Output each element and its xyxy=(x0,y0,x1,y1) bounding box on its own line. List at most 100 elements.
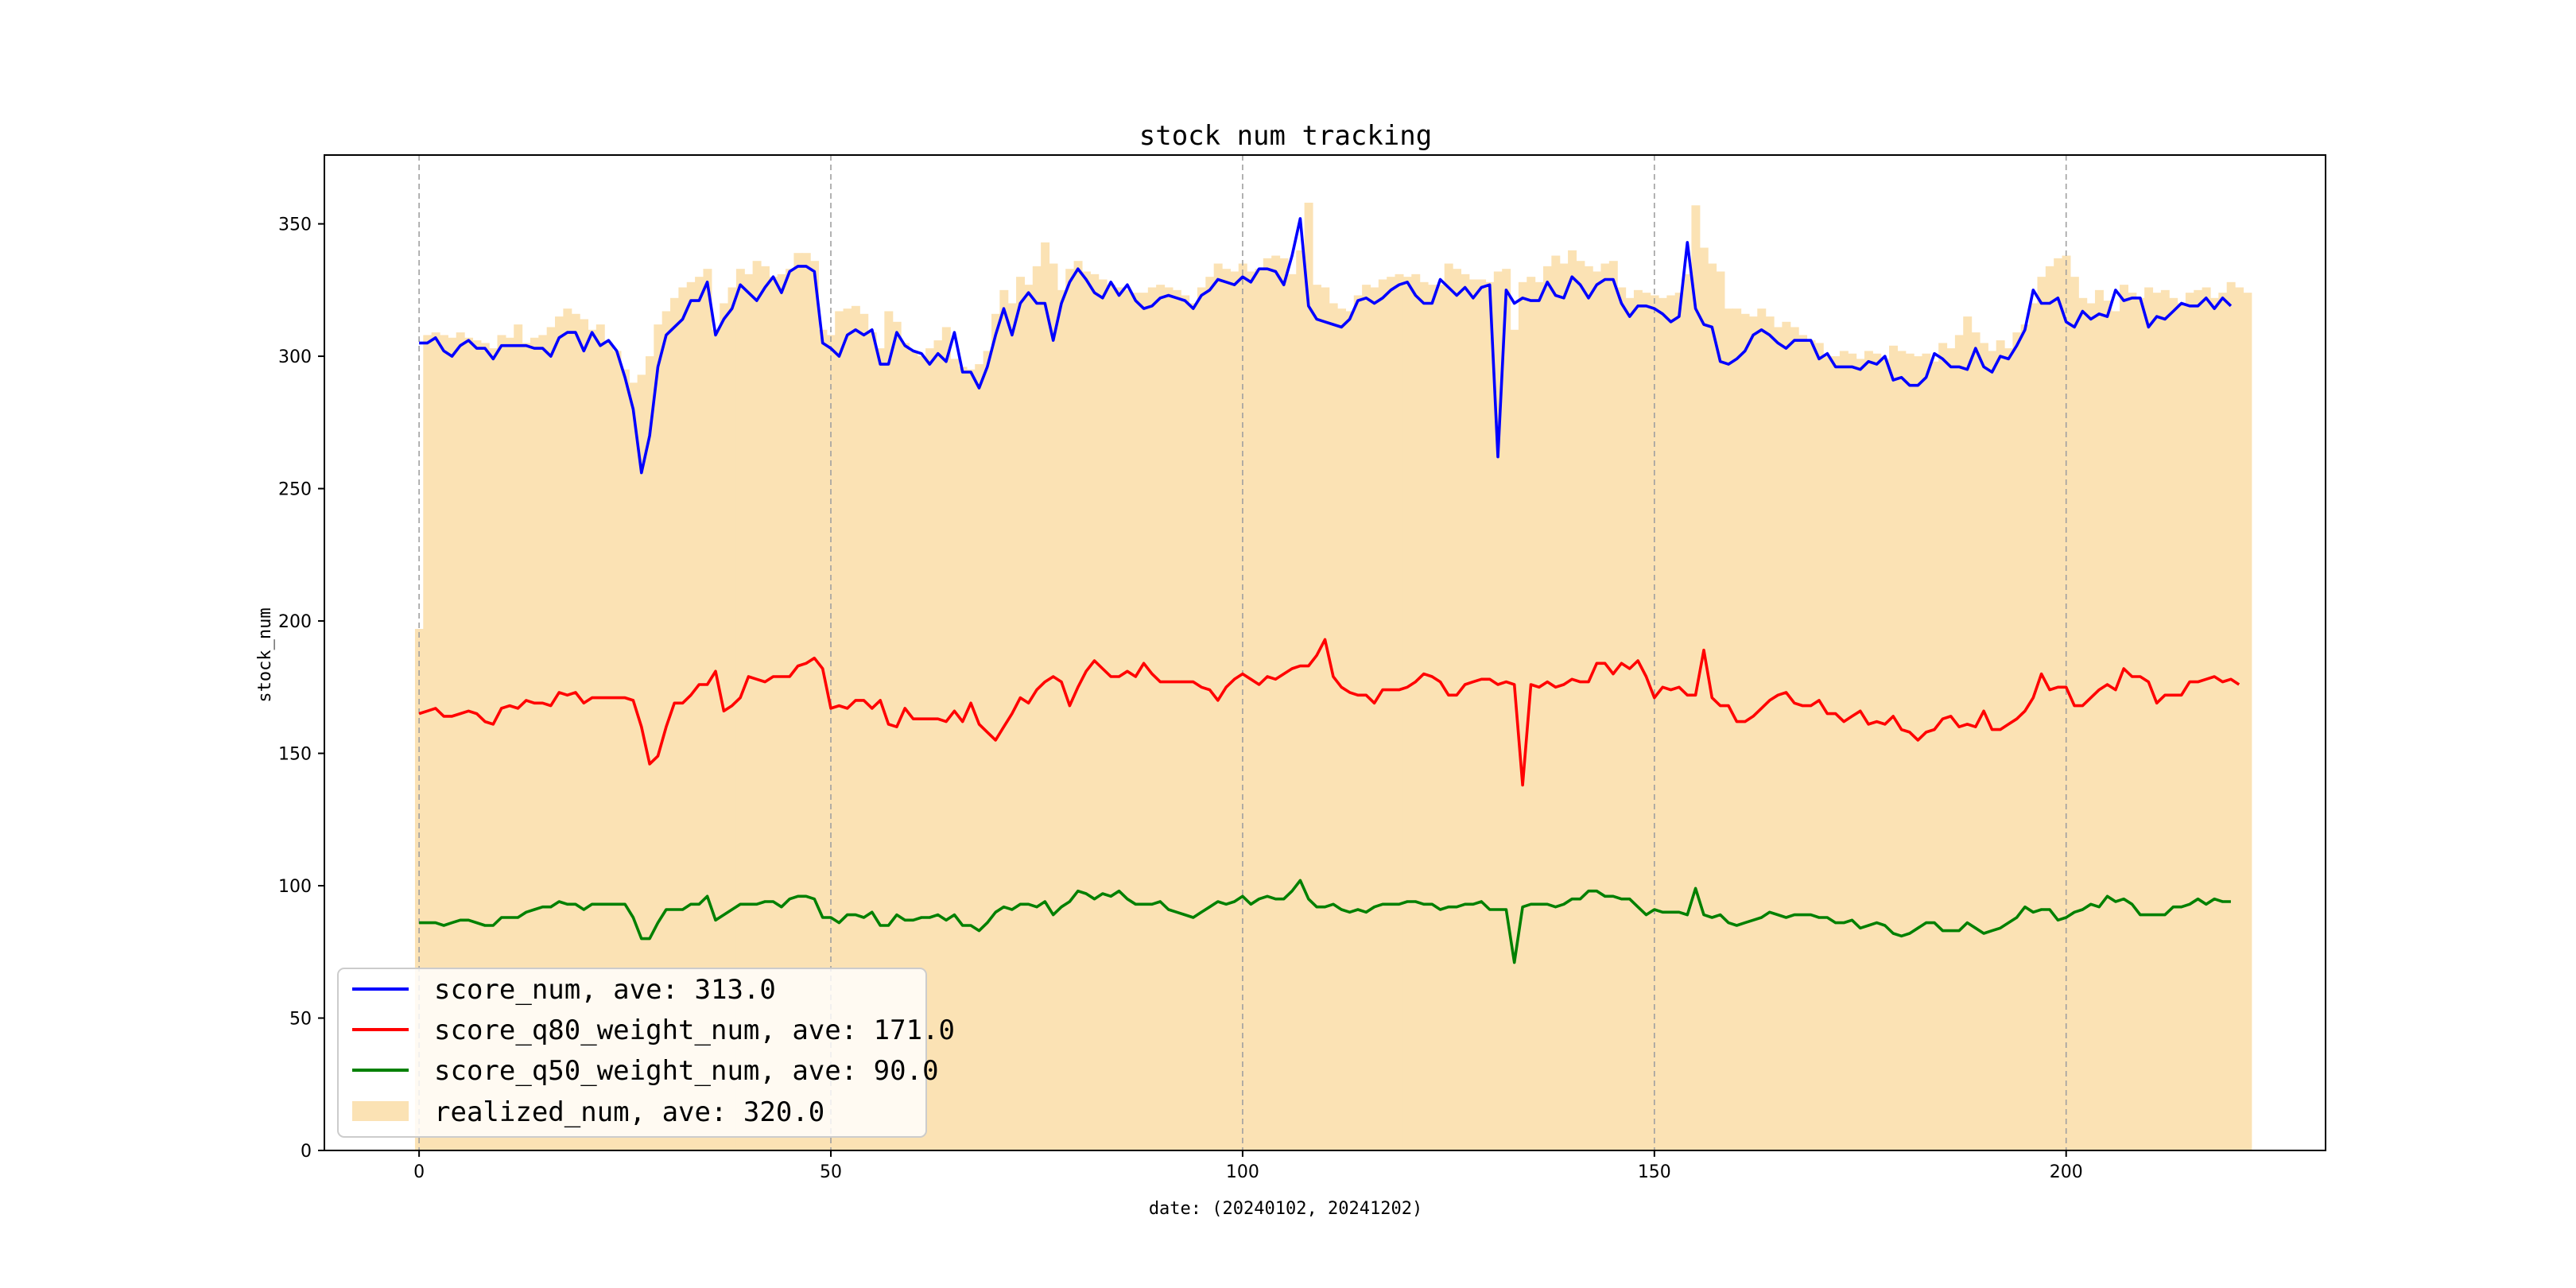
bar-realized-num xyxy=(875,348,885,1150)
bar-realized-num xyxy=(2045,266,2054,1150)
legend-patch-realized-num xyxy=(352,1101,409,1121)
bar-realized-num xyxy=(1732,308,1742,1150)
y-axis-label: stock_num xyxy=(255,607,275,702)
bar-realized-num xyxy=(1098,279,1108,1150)
axes-frame xyxy=(324,154,2326,1151)
bar-realized-num xyxy=(769,277,778,1151)
bar-realized-num xyxy=(1468,279,1478,1150)
bar-realized-num xyxy=(909,351,918,1150)
bar-realized-num xyxy=(1131,293,1141,1150)
bar-realized-num xyxy=(1321,287,1330,1150)
bar-realized-num xyxy=(1831,356,1841,1150)
y-tick-label: 200 xyxy=(278,612,312,632)
bar-realized-num xyxy=(760,266,770,1150)
bar-realized-num xyxy=(1814,343,1824,1150)
bar-realized-num xyxy=(801,253,811,1150)
bar-realized-num xyxy=(1502,269,1511,1150)
bar-realized-num xyxy=(2243,293,2252,1150)
bar-realized-num xyxy=(2136,297,2145,1151)
bar-realized-num xyxy=(999,289,1009,1151)
bar-realized-num xyxy=(2070,277,2079,1151)
bar-realized-num xyxy=(1395,274,1404,1150)
bar-realized-num xyxy=(1164,287,1174,1150)
line-series-1 xyxy=(418,638,2240,787)
bar-realized-num xyxy=(645,356,654,1150)
bar-realized-num xyxy=(1617,287,1627,1150)
bar-realized-num xyxy=(1748,316,1758,1150)
bar-realized-num xyxy=(901,343,910,1150)
bar-realized-num xyxy=(744,274,754,1150)
bar-realized-num xyxy=(1461,274,1470,1150)
bar-realized-num xyxy=(1674,293,1684,1150)
bar-realized-num xyxy=(933,340,943,1151)
bar-realized-num xyxy=(983,351,992,1150)
bar-realized-num xyxy=(1032,266,1042,1150)
bar-realized-num xyxy=(826,335,836,1150)
bar-realized-num xyxy=(1848,353,1857,1151)
bar-realized-num xyxy=(423,335,433,1150)
bar-realized-num xyxy=(2235,287,2244,1150)
bar-realized-num xyxy=(1065,269,1075,1150)
bar-realized-num xyxy=(1255,269,1264,1150)
bar-realized-num xyxy=(975,364,984,1150)
bar-realized-num xyxy=(1839,351,1849,1150)
bar-realized-num xyxy=(440,335,448,1150)
y-tick-label: 150 xyxy=(278,745,312,765)
bar-realized-num xyxy=(1271,255,1281,1150)
bar-realized-num xyxy=(1304,202,1313,1151)
bar-realized-num xyxy=(1897,351,1907,1150)
x-axis-label: date: (20240102, 20241202) xyxy=(1149,1199,1422,1219)
bar-realized-num xyxy=(1880,359,1890,1150)
bar-realized-num xyxy=(1930,361,1939,1151)
bar-realized-num xyxy=(637,374,646,1151)
bar-realized-num xyxy=(892,321,902,1150)
bar-realized-num xyxy=(1172,289,1181,1151)
bar-realized-num xyxy=(1419,281,1429,1150)
bar-realized-num xyxy=(1378,279,1387,1150)
bar-realized-num xyxy=(1542,266,1552,1150)
bar-realized-num xyxy=(2054,258,2063,1150)
bar-realized-num xyxy=(571,313,580,1150)
bar-realized-num xyxy=(1765,316,1775,1150)
bar-realized-num xyxy=(1247,271,1256,1151)
bar-realized-num xyxy=(1427,285,1437,1151)
bar-realized-num xyxy=(1411,274,1421,1150)
bar-realized-num xyxy=(727,287,737,1150)
bar-realized-num xyxy=(1057,289,1066,1151)
bar-realized-num xyxy=(530,337,539,1150)
legend-box xyxy=(337,968,927,1138)
bar-realized-num xyxy=(810,261,820,1150)
bar-realized-num xyxy=(1708,263,1717,1151)
bar-realized-num xyxy=(1387,277,1396,1151)
line-series-2 xyxy=(419,879,2231,964)
y-tick-label: 250 xyxy=(278,480,312,500)
bar-realized-num xyxy=(2209,297,2219,1151)
y-tick-label: 350 xyxy=(278,215,312,235)
bar-realized-num xyxy=(1205,277,1215,1151)
bar-realized-num xyxy=(678,287,688,1150)
bar-realized-num xyxy=(1633,289,1643,1151)
bar-realized-num xyxy=(2029,303,2039,1151)
bar-realized-num xyxy=(786,269,795,1150)
bar-realized-num xyxy=(2185,293,2194,1150)
bar-realized-num xyxy=(546,327,556,1150)
bar-realized-num xyxy=(1774,327,1783,1150)
bar-realized-num xyxy=(859,313,869,1150)
bar-realized-num xyxy=(555,316,564,1150)
bar-realized-num xyxy=(654,324,663,1150)
bar-realized-num xyxy=(1345,311,1355,1150)
bar-realized-num xyxy=(1477,279,1487,1150)
bar-realized-num xyxy=(1527,277,1536,1151)
bar-realized-num xyxy=(2120,285,2129,1151)
bar-realized-num xyxy=(1683,274,1693,1150)
bar-realized-num xyxy=(1123,289,1132,1151)
bar-realized-num xyxy=(1798,335,1808,1150)
bar-realized-num xyxy=(1362,285,1371,1151)
y-tick-label: 0 xyxy=(301,1142,312,1162)
x-tick-label: 100 xyxy=(1226,1162,1259,1182)
y-tick-label: 100 xyxy=(278,877,312,897)
bar-realized-num xyxy=(711,329,720,1150)
bar-realized-num xyxy=(1856,359,1865,1150)
bar-realized-num xyxy=(514,324,523,1150)
bar-realized-num xyxy=(867,332,877,1151)
